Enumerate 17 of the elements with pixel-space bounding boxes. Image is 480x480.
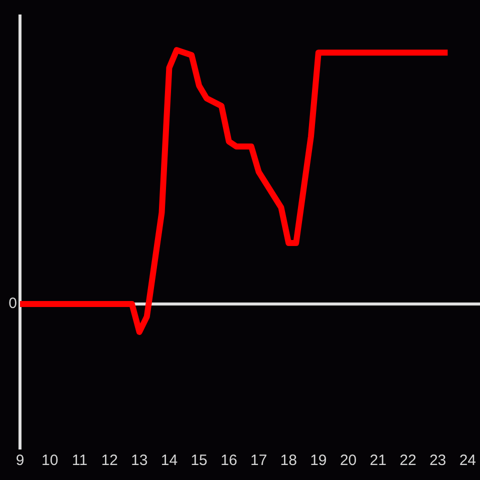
x-tick-label: 10 bbox=[42, 452, 58, 470]
x-tick-label: 18 bbox=[280, 452, 297, 470]
x-tick-label: 11 bbox=[72, 452, 88, 470]
x-tick-label: 17 bbox=[250, 452, 268, 470]
x-tick-label: 9 bbox=[16, 452, 24, 470]
x-tick-label: 21 bbox=[370, 452, 386, 470]
x-tick-label: 15 bbox=[190, 452, 208, 470]
x-tick-label: 23 bbox=[429, 452, 446, 470]
x-tick-label: 24 bbox=[459, 452, 476, 470]
ref-line-label: 0 bbox=[8, 295, 17, 312]
x-tick-label: 22 bbox=[400, 452, 416, 470]
x-tick-label: 16 bbox=[220, 452, 238, 470]
x-tick-label: 20 bbox=[340, 452, 357, 470]
x-tick-label: 13 bbox=[131, 452, 148, 470]
x-tick-label: 12 bbox=[101, 452, 118, 470]
x-tick-label: 14 bbox=[160, 452, 178, 470]
x-tick-label: 19 bbox=[310, 452, 327, 470]
